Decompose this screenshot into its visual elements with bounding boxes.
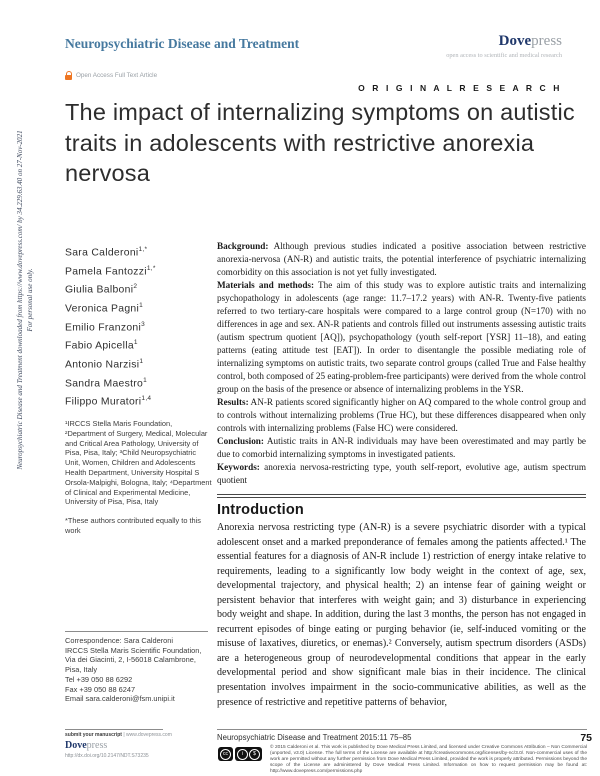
affiliations: ¹IRCCS Stella Maris Foundation, ²Departm… [65, 419, 212, 507]
correspondence-line: Pisa, Italy [65, 665, 98, 675]
creative-commons-badge: cc i $ [218, 746, 264, 762]
correspondence-divider [65, 631, 208, 632]
author-name: Filippo Muratori1,4 [65, 395, 152, 408]
abstract-section: Keywords: anorexia nervosa-restricting t… [217, 462, 586, 485]
abstract: Background: Although previous studies in… [217, 240, 586, 487]
submit-manuscript-line[interactable]: submit your manuscript | www.dovepress.c… [65, 732, 172, 738]
journal-title: Neuropsychiatric Disease and Treatment [65, 36, 300, 51]
footer-citation: Neuropsychiatric Disease and Treatment 2… [217, 733, 412, 742]
correspondence-block: Correspondence: Sara Calderoni IRCCS Stel… [65, 631, 210, 704]
watermark-line2: For personal use only. [26, 268, 34, 332]
author-list: Sara Calderoni1,* Pamela Fantozzi1,* Giuli… [65, 242, 213, 410]
footer-divider-left [65, 729, 163, 730]
main-text-column: Background: Although previous studies in… [217, 240, 586, 710]
watermark-line1: Neuropsychiatric Disease and Treatment d… [16, 130, 24, 470]
correspondence-line: Via dei Giacinti, 2, I-56018 Calambrone, [65, 655, 196, 665]
dovepress-logo: Dovepress [498, 33, 562, 49]
abstract-section-label: Results: [217, 397, 249, 407]
abstract-section-label: Keywords: [217, 462, 260, 472]
author-name: Pamela Fantozzi1,* [65, 264, 156, 278]
author-name: Sandra Maestro1 [65, 376, 148, 390]
correspondence-line: Tel +39 050 88 6292 [65, 674, 133, 684]
equal-contribution-note: *These authors contributed equally to th… [65, 516, 201, 536]
cc-icon: cc [218, 747, 233, 761]
article-title: The impact of internalizing symptoms on … [65, 99, 575, 186]
introduction-paragraph: Anorexia nervosa restricting type (AN-R)… [217, 522, 586, 708]
footer-divider-right [217, 729, 587, 730]
abstract-section: Materials and methods: The aim of this s… [217, 280, 586, 394]
author-name: Sara Calderoni1,* [65, 246, 148, 259]
correspondence-line: Fax +39 050 88 6247 [65, 684, 136, 694]
author-name: Veronica Pagni1 [65, 302, 144, 315]
correspondence-lines: Correspondence: Sara Calderoni IRCCS Stel… [65, 636, 210, 704]
open-access-label[interactable]: Open Access Full Text Article [76, 72, 158, 79]
section-divider [217, 494, 586, 498]
page-number: 75 [580, 732, 592, 744]
correspondence-line: Correspondence: Sara Calderoni [65, 636, 174, 645]
abstract-section: Results: AN-R patients scored significan… [217, 397, 586, 433]
author-name: Fabio Apicella1 [65, 339, 138, 352]
doi-link[interactable]: http://dx.doi.org/10.2147/NDT.S73235 [65, 753, 149, 759]
abstract-section: Conclusion: Autistic traits in AN-R indi… [217, 436, 586, 459]
author-name: Emilio Franzoni3 [65, 320, 146, 334]
author-name: Giulia Balboni2 [65, 283, 138, 296]
abstract-section: Background: Although previous studies in… [217, 241, 586, 277]
article-type-label: O R I G I N A L R E S E A R C H [358, 83, 562, 93]
correspondence-line: Email sara.calderoni@fsm.unipi.it [65, 694, 175, 704]
open-access-lock-icon [65, 71, 72, 80]
abstract-section-label: Materials and methods: [217, 280, 315, 290]
copyright-notice: © 2015 Calderoni et al. This work is pub… [270, 745, 587, 774]
abstract-section-label: Background: [217, 241, 269, 251]
author-name: Antonio Narzisi1 [65, 358, 144, 371]
open-access-row: Open Access Full Text Article [65, 71, 157, 80]
download-watermark: Neuropsychiatric Disease and Treatment d… [15, 93, 35, 507]
publisher-tagline: open access to scientific and medical re… [446, 52, 562, 59]
abstract-section-label: Conclusion: [217, 436, 264, 446]
author-column: Sara Calderoni1,* Pamela Fantozzi1,* Giuli… [65, 242, 213, 536]
correspondence-line: IRCCS Stella Maris Scientific Foundation… [65, 645, 202, 655]
introduction-heading: Introduction [217, 502, 304, 518]
dovepress-url[interactable]: www.dovepress.com [126, 732, 172, 738]
cc-by-nc-icon: i $ [235, 747, 262, 761]
footer-dovepress-logo: Dovepress [65, 740, 108, 751]
publisher-block: Dovepress open access to scientific and … [446, 33, 562, 60]
